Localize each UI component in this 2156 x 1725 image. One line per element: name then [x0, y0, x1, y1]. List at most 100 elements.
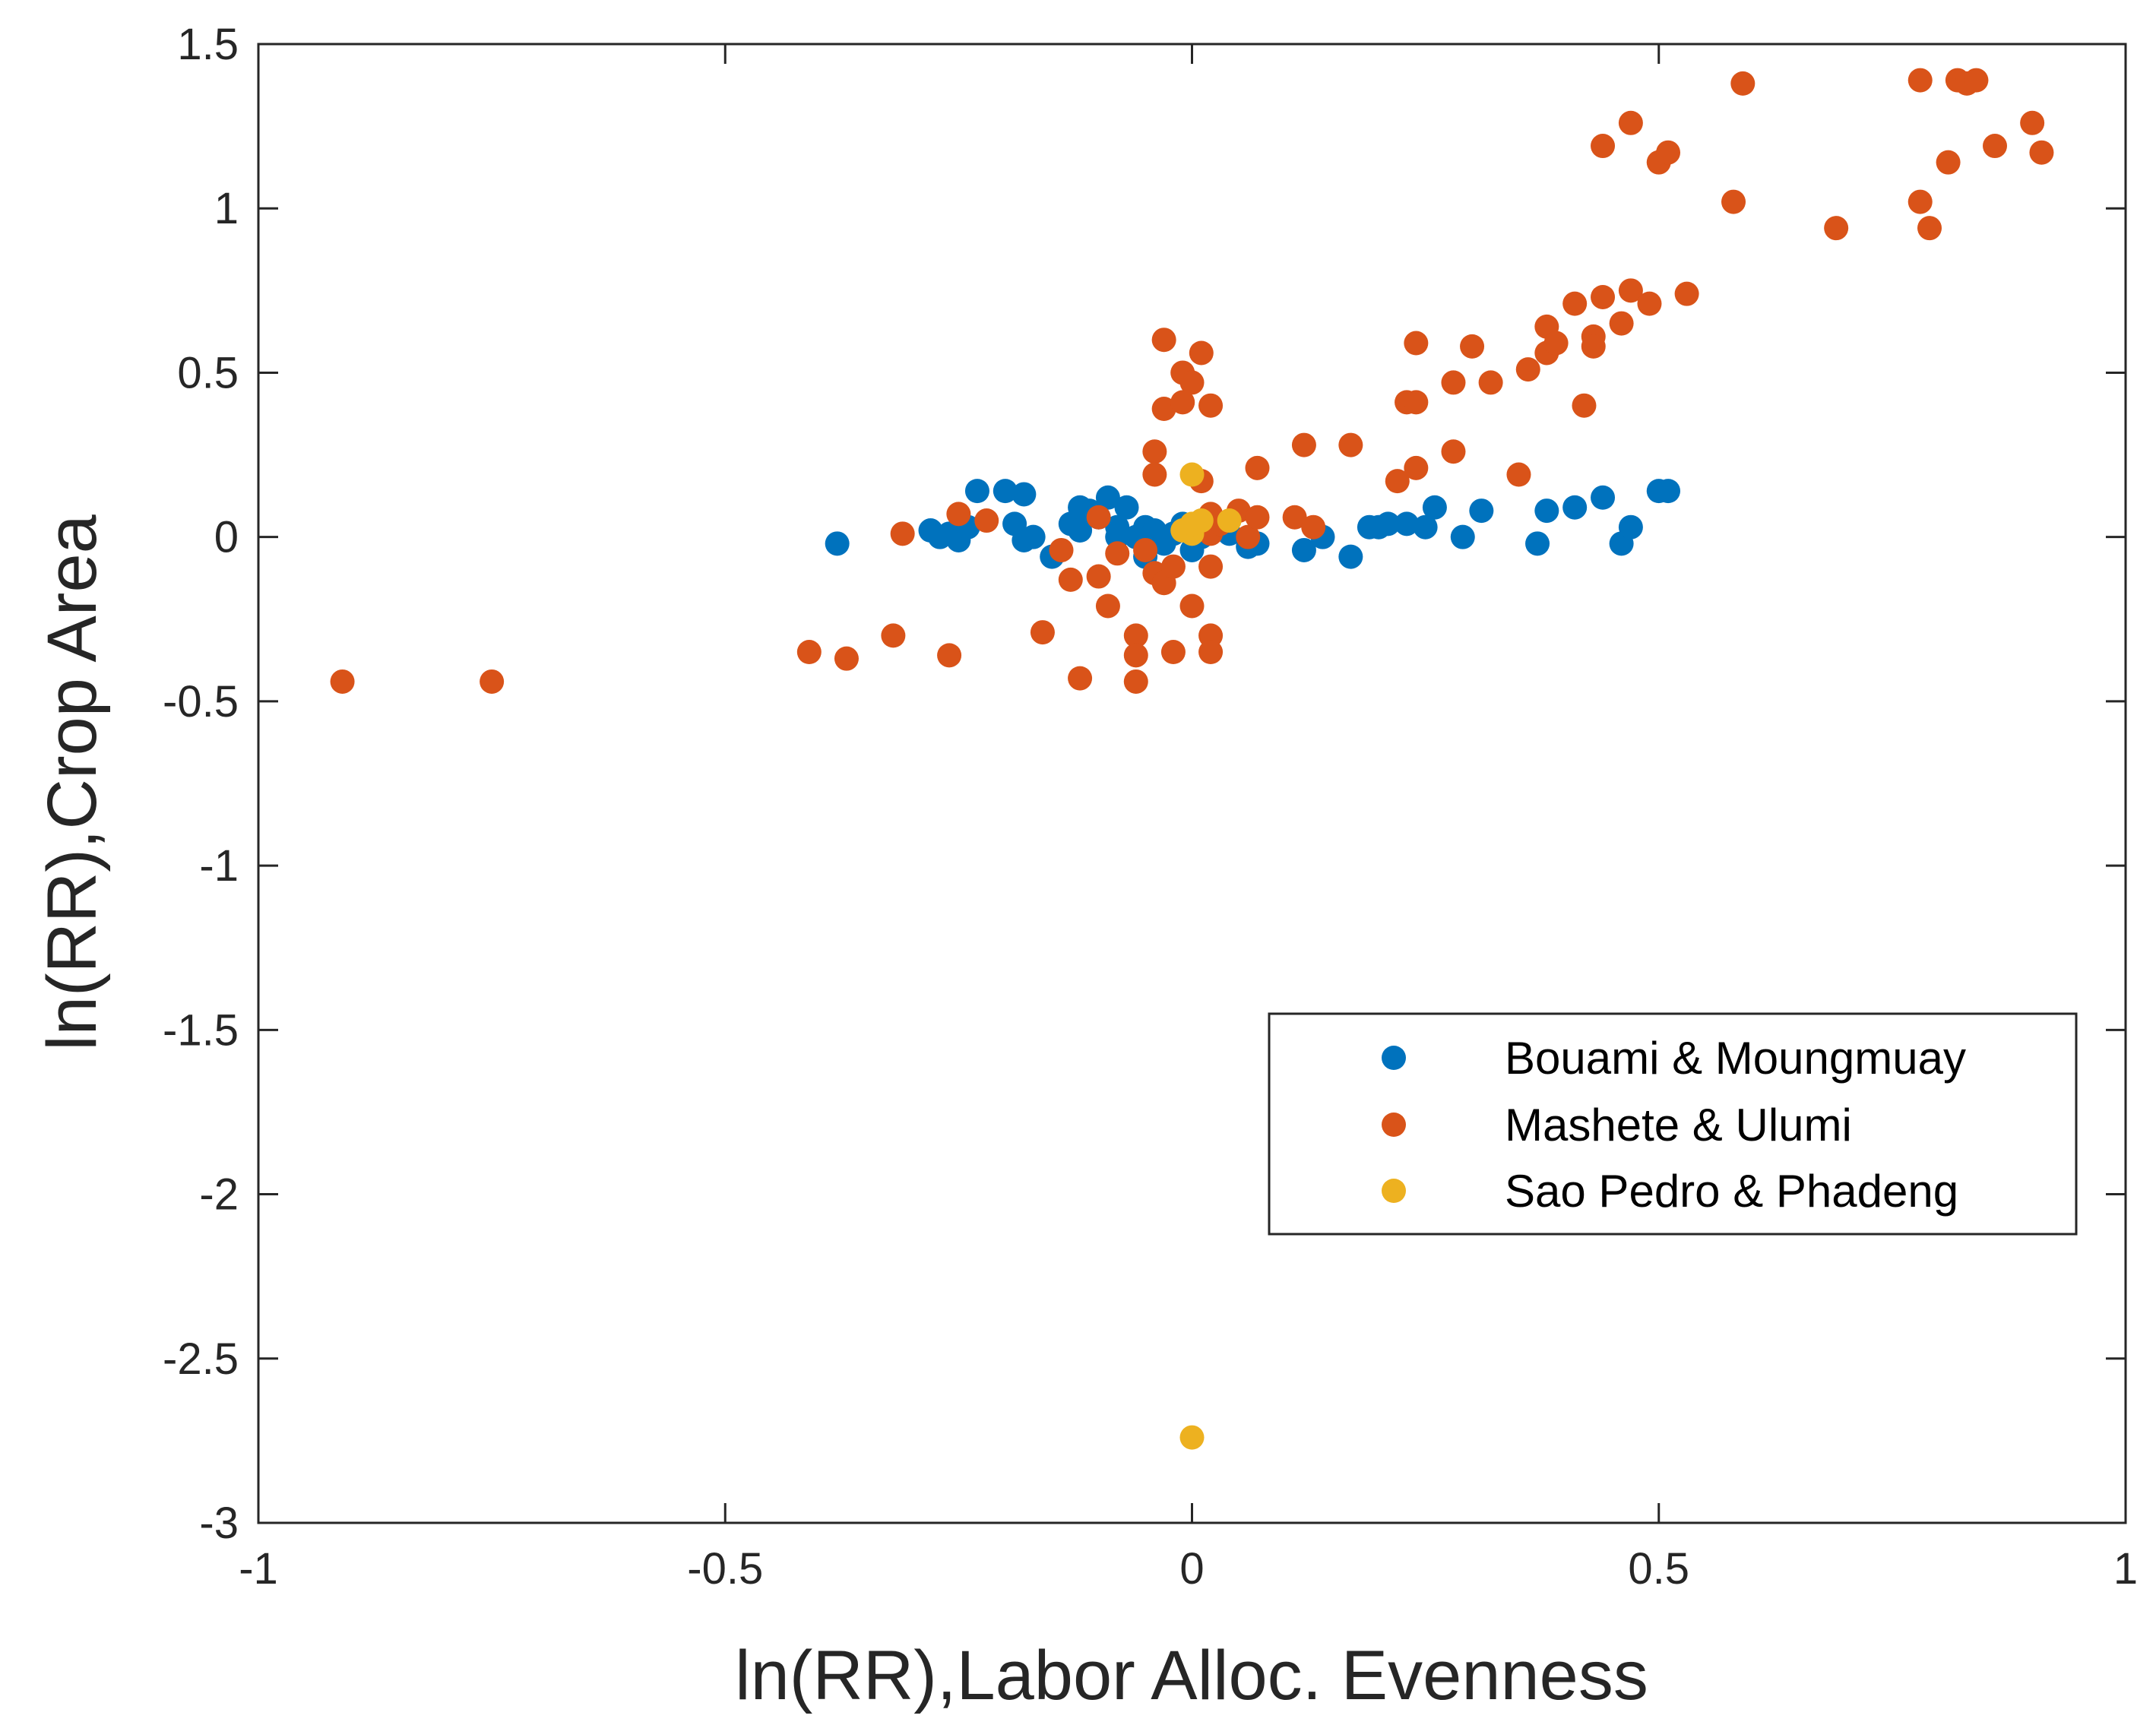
data-point	[890, 521, 915, 546]
data-point	[946, 502, 971, 527]
legend-marker-bouami	[1382, 1046, 1406, 1070]
data-point	[1674, 281, 1699, 306]
data-point	[1105, 541, 1130, 566]
data-point	[1189, 340, 1214, 366]
x-tick-label: 0.5	[1628, 1544, 1689, 1594]
series-1	[330, 68, 2054, 694]
data-point	[1618, 110, 1643, 135]
x-tick-label: 0	[1179, 1544, 1204, 1594]
legend: Bouami & Moungmuay Mashete & Ulumi Sao P…	[1268, 1012, 2078, 1236]
data-point	[1114, 495, 1139, 520]
data-point	[1133, 537, 1158, 562]
y-tick-label: -2	[199, 1170, 239, 1220]
y-tick-label: -1.5	[163, 1005, 239, 1055]
data-point	[1543, 331, 1569, 356]
data-point	[1413, 514, 1438, 540]
data-point	[1385, 469, 1410, 494]
data-point	[1983, 134, 2008, 159]
y-tick-label: 0	[214, 513, 239, 562]
data-point	[1907, 189, 1933, 214]
data-point	[1160, 640, 1186, 665]
data-point	[1123, 623, 1148, 648]
data-point	[1151, 397, 1176, 422]
data-point	[1189, 508, 1214, 533]
legend-marker-sao-pedro	[1382, 1179, 1406, 1203]
data-point	[1964, 68, 1989, 93]
y-tick-label: 0.5	[177, 348, 239, 397]
data-point	[1656, 479, 1681, 504]
data-point	[1179, 462, 1205, 487]
data-point	[1469, 499, 1494, 524]
data-point	[1478, 370, 1503, 395]
data-point	[1245, 505, 1270, 530]
data-point	[1404, 455, 1429, 480]
data-point	[1422, 495, 1447, 520]
data-point	[1086, 505, 1111, 530]
y-tick-label: -0.5	[163, 677, 239, 726]
data-point	[825, 531, 850, 556]
data-point	[1824, 216, 1849, 241]
data-point	[1917, 216, 1942, 241]
data-point	[1217, 508, 1242, 533]
data-point	[1095, 593, 1120, 619]
data-point	[1404, 390, 1429, 415]
data-point	[1049, 537, 1074, 562]
x-tick-label: -1	[239, 1544, 278, 1594]
data-point	[1936, 150, 1961, 175]
data-point	[1282, 505, 1307, 530]
data-point	[1572, 393, 1597, 418]
legend-label-mashete: Mashete & Ulumi	[1505, 1100, 1852, 1151]
data-point	[1068, 666, 1093, 691]
y-tick-label: -2.5	[163, 1334, 239, 1384]
data-point	[1236, 524, 1261, 549]
data-point	[2029, 140, 2054, 165]
data-point	[1618, 514, 1643, 540]
data-point	[1021, 524, 1046, 549]
data-point	[1376, 511, 1401, 536]
data-point	[1730, 71, 1756, 96]
data-point	[1525, 531, 1550, 556]
plot-area	[258, 44, 2126, 1523]
data-point	[1609, 311, 1634, 336]
data-point	[937, 643, 962, 668]
data-point	[1179, 1425, 1205, 1450]
data-point	[1721, 189, 1746, 214]
data-point	[1581, 334, 1606, 359]
data-point	[1591, 134, 1616, 159]
data-point	[1618, 278, 1643, 303]
data-point	[1907, 68, 1933, 93]
data-point	[1030, 620, 1055, 645]
data-point	[1534, 499, 1559, 524]
data-point	[1441, 439, 1466, 464]
data-point	[1123, 643, 1148, 668]
data-point	[1515, 357, 1540, 382]
data-point	[330, 669, 355, 694]
axis-tick-labels: -1 -0.5 0 0.5 1 -3 -2.5 -2 -1.5 -1 -0.5 0 0.5 1 1.5	[163, 20, 2138, 1594]
data-point	[1142, 462, 1167, 487]
data-point	[1404, 331, 1429, 356]
data-point	[1142, 439, 1167, 464]
data-point	[1291, 537, 1316, 562]
data-point	[1562, 495, 1588, 520]
data-point	[881, 623, 906, 648]
y-tick-label: -1	[199, 841, 239, 891]
data-point	[1506, 462, 1531, 487]
data-point	[1301, 514, 1326, 540]
data-point	[1170, 390, 1195, 415]
data-point	[1656, 140, 1681, 165]
legend-label-sao-pedro: Sao Pedro & Phadeng	[1505, 1166, 1958, 1217]
y-axis-label: ln(RR),Crop Area	[33, 514, 111, 1050]
x-tick-label: -0.5	[687, 1544, 763, 1594]
data-point	[1012, 482, 1037, 507]
data-point	[1338, 544, 1363, 569]
data-point	[1395, 511, 1420, 536]
data-point	[1160, 554, 1186, 579]
data-point	[1198, 640, 1224, 665]
data-point	[1562, 291, 1588, 316]
legend-marker-mashete	[1382, 1113, 1406, 1137]
series-2	[1170, 462, 1242, 1450]
data-point	[1068, 518, 1093, 543]
data-point	[1291, 432, 1316, 457]
data-point	[834, 646, 859, 671]
